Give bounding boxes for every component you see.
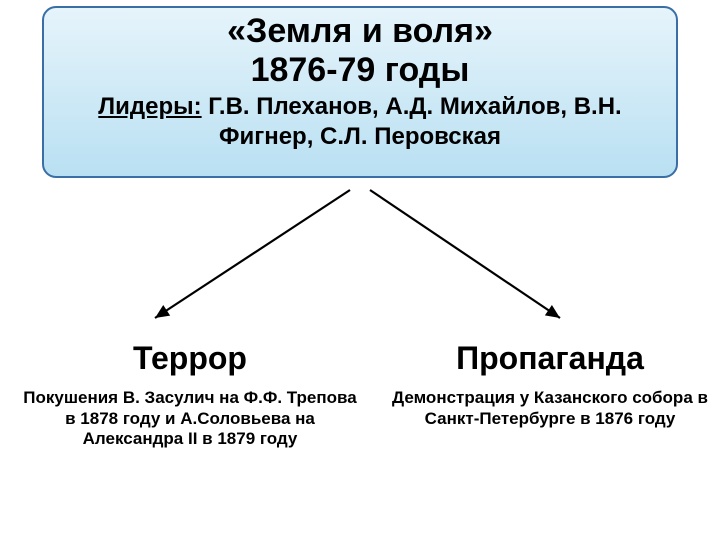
arrow-head-left (155, 305, 170, 318)
branch-left-desc: Покушения В. Засулич на Ф.Ф. Трепова в 1… (20, 388, 360, 450)
header-box: «Земля и воля» 1876-79 годы Лидеры: Г.В.… (42, 6, 678, 178)
org-title: «Земля и воля» 1876-79 годы (44, 12, 676, 90)
leaders-block: Лидеры: Г.В. Плеханов, А.Д. Михайлов, В.… (44, 92, 676, 152)
leaders-label: Лидеры: (98, 93, 201, 120)
arrow-line-left (155, 190, 350, 318)
title-line-1: «Земля и воля» (227, 12, 493, 50)
leaders-line-1: Г.В. Плеханов, А.Д. Михайлов, В.Н. (202, 93, 622, 120)
branch-left-title: Террор (20, 340, 360, 377)
arrow-line-right (370, 190, 560, 318)
branch-right-title: Пропаганда (380, 340, 720, 377)
branch-right-desc: Демонстрация у Казанского собора в Санкт… (380, 388, 720, 429)
arrow-head-right (545, 305, 560, 318)
branch-arrows (0, 178, 720, 328)
title-line-2: 1876-79 годы (251, 51, 470, 89)
leaders-line-2: Фигнер, С.Л. Перовская (219, 123, 501, 150)
